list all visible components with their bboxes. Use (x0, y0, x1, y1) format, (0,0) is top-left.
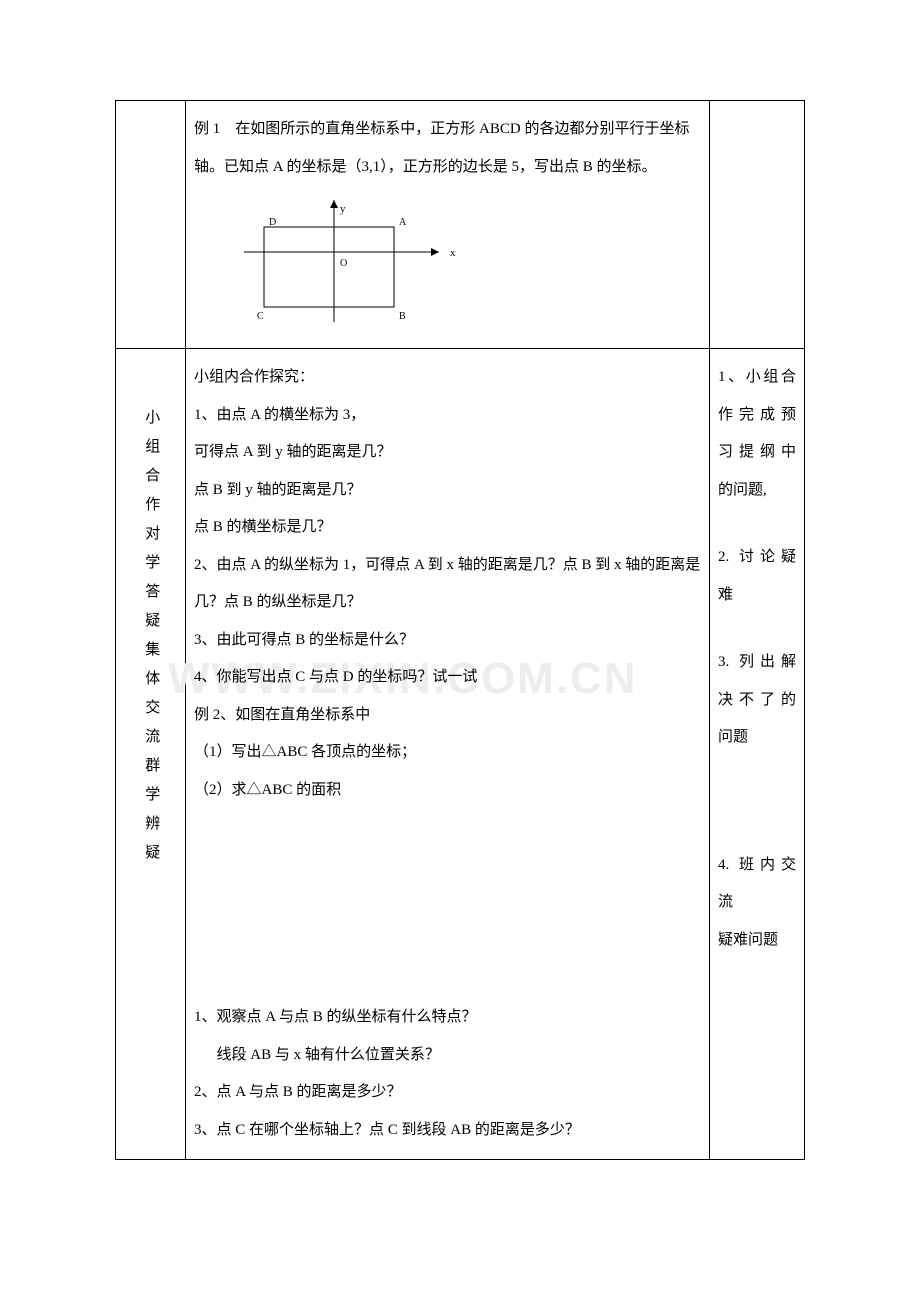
right-b4a: 4. 班内交 (718, 847, 796, 885)
mid-l14: 线段 AB 与 x 轴有什么位置关系？ (194, 1037, 701, 1075)
mid-l4: 点 B 到 y 轴的距离是几？ (194, 472, 701, 510)
example1-line1: 例 1 在如图所示的直角坐标系中，正方形 ABCD 的各边都分别平行于坐标 (194, 111, 701, 149)
mid-l10: 例 2、如图在直角坐标系中 (194, 697, 701, 735)
right-b3a: 3. 列出解 (718, 644, 796, 682)
mid-l15: 2、点 A 与点 B 的距离是多少？ (194, 1074, 701, 1112)
mid-l5: 点 B 的横坐标是几？ (194, 509, 701, 547)
right-b3b: 决不了的 (718, 682, 796, 720)
mid-l2: 1、由点 A 的横坐标为 3， (194, 397, 701, 435)
axis-y-label: y (340, 203, 346, 215)
r2-mid-cell: WWW.ZIXIN.COM.CN 小组内合作探究： 1、由点 A 的横坐标为 3… (186, 349, 710, 1160)
point-D: D (269, 217, 276, 228)
mid-l6: 2、由点 A 的纵坐标为 1，可得点 A 到 x 轴的距离是几？点 B 到 x … (194, 547, 701, 585)
table-row: 小组合作对学答疑集体交流群学辨疑 WWW.ZIXIN.COM.CN 小组内合作探… (116, 349, 805, 1160)
table-row: 例 1 在如图所示的直角坐标系中，正方形 ABCD 的各边都分别平行于坐标 轴。… (116, 101, 805, 349)
example1-label: 例 1 (194, 121, 220, 137)
example1-text-a: 在如图所示的直角坐标系中，正方形 ABCD 的各边都分别平行于坐标 (235, 121, 689, 137)
right-b4b: 流 (718, 884, 796, 922)
mid-l8: 3、由此可得点 B 的坐标是什么？ (194, 622, 701, 660)
r1-mid-cell: 例 1 在如图所示的直角坐标系中，正方形 ABCD 的各边都分别平行于坐标 轴。… (186, 101, 710, 349)
mid-l11: （1）写出△ABC 各顶点的坐标； (194, 734, 701, 772)
right-b1b: 作完成预 (718, 397, 796, 435)
right-b1d: 的问题, (718, 472, 796, 510)
r2-right-cell: 1、小组合 作完成预 习提纲中 的问题, 2. 讨论疑 难 3. 列出解 决不了… (710, 349, 805, 1160)
point-B: B (399, 311, 406, 322)
mid-l13: 1、观察点 A 与点 B 的纵坐标有什么特点？ (194, 999, 701, 1037)
origin-label: O (340, 258, 347, 269)
mid-l9: 4、你能写出点 C 与点 D 的坐标吗？试一试 (194, 659, 701, 697)
mid-l1: 小组内合作探究： (194, 359, 701, 397)
mid-l12: （2）求△ABC 的面积 (194, 772, 701, 810)
coord-figure-svg: y x O A B C D (244, 192, 464, 332)
point-A: A (399, 217, 407, 228)
right-b4: 4. 班内交 流 疑难问题 (718, 847, 796, 960)
axis-x-label: x (450, 247, 456, 259)
right-b2b: 难 (718, 577, 796, 615)
r2-left-cell: 小组合作对学答疑集体交流群学辨疑 (116, 349, 186, 1160)
mid-l16: 3、点 C 在哪个坐标轴上？点 C 到线段 AB 的距离是多少？ (194, 1112, 701, 1150)
r1-left-cell (116, 101, 186, 349)
figure-1: y x O A B C D (194, 192, 701, 332)
right-b4c: 疑难问题 (718, 922, 796, 960)
left-vertical-label: 小组合作对学答疑集体交流群学辨疑 (132, 409, 170, 873)
right-b1c: 习提纲中 (718, 434, 796, 472)
right-b3: 3. 列出解 决不了的 问题 (718, 644, 796, 757)
mid-l7: 几？点 B 的纵坐标是几？ (194, 584, 701, 622)
mid-l3: 可得点 A 到 y 轴的距离是几？ (194, 434, 701, 472)
point-C: C (257, 311, 264, 322)
r1-right-cell (710, 101, 805, 349)
right-b1: 1、小组合 作完成预 习提纲中 的问题, (718, 359, 796, 509)
right-b2a: 2. 讨论疑 (718, 539, 796, 577)
example1-line2: 轴。已知点 A 的坐标是（3,1），正方形的边长是 5，写出点 B 的坐标。 (194, 149, 701, 187)
right-b3c: 问题 (718, 719, 796, 757)
right-b2: 2. 讨论疑 难 (718, 539, 796, 614)
document-table: 例 1 在如图所示的直角坐标系中，正方形 ABCD 的各边都分别平行于坐标 轴。… (115, 100, 805, 1160)
right-b1a: 1、小组合 (718, 359, 796, 397)
